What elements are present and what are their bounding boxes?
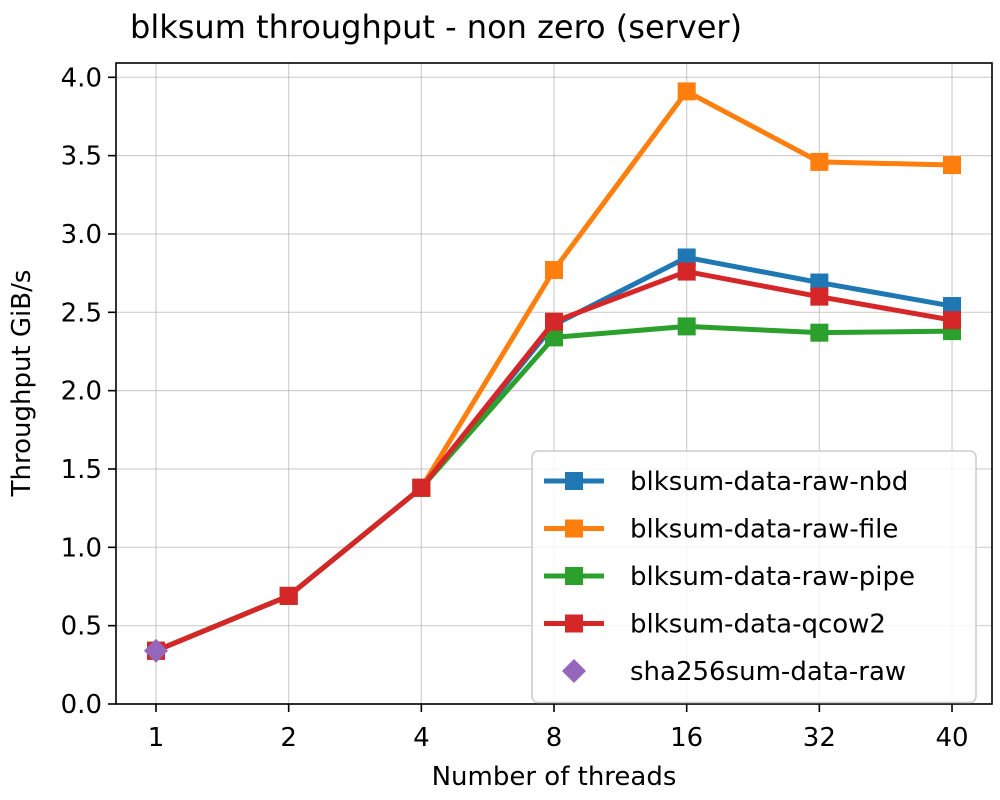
data-point: [412, 478, 431, 497]
y-tick-label: 3.5: [61, 142, 102, 172]
x-tick-label: 2: [280, 723, 297, 753]
legend-label: blksum-data-raw-file: [630, 515, 898, 545]
legend: blksum-data-raw-nbd blksum-data-raw-file b…: [531, 450, 977, 704]
x-tick-label: 40: [935, 723, 968, 753]
series-sha256sum-data-raw: [144, 638, 168, 663]
legend-marker: [565, 567, 583, 585]
legend-entry: blksum-data-raw-nbd: [544, 467, 908, 497]
legend-label: blksum-data-raw-nbd: [630, 467, 908, 497]
y-axis-ticks: 0.0 0.5 1.0 1.5 2.0 2.5 3.0 3.5 4.0: [61, 63, 116, 720]
data-point: [943, 311, 962, 330]
data-point: [677, 248, 696, 267]
legend-entry: blksum-data-qcow2: [544, 610, 886, 640]
legend-marker: [565, 519, 583, 538]
data-point: [810, 323, 829, 342]
x-axis-label: Number of threads: [432, 762, 677, 792]
data-point: [545, 261, 564, 280]
plot-frame: [115, 62, 993, 705]
data-point: [677, 317, 696, 336]
legend-marker: [565, 614, 583, 633]
legend-marker: [562, 659, 586, 683]
data-point: [810, 287, 829, 306]
x-tick-label: 8: [546, 723, 563, 753]
y-tick-label: 1.0: [61, 533, 102, 563]
y-axis-label: Throughput GiB/s: [7, 270, 37, 498]
data-point: [677, 262, 696, 281]
x-tick-label: 1: [148, 723, 165, 753]
data-point: [545, 312, 564, 331]
y-tick-label: 2.0: [61, 377, 102, 407]
legend-entry: blksum-data-raw-pipe: [544, 562, 915, 592]
data-point: [279, 586, 298, 605]
x-axis-ticks: 1 2 4 8 16 32 40: [148, 704, 969, 753]
series-layer: [144, 82, 962, 663]
data-point: [943, 156, 962, 175]
chart-title: blksum throughput - non zero (server): [130, 8, 742, 46]
y-tick-label: 0.5: [61, 612, 102, 642]
legend-entry: blksum-data-raw-file: [544, 515, 898, 545]
legend-label: blksum-data-qcow2: [630, 610, 886, 640]
legend-label: blksum-data-raw-pipe: [630, 562, 915, 592]
legend-entry: sha256sum-data-raw: [562, 657, 906, 687]
y-tick-label: 2.5: [61, 298, 102, 328]
y-tick-label: 3.0: [61, 220, 102, 250]
data-point: [144, 638, 168, 663]
y-tick-label: 4.0: [61, 63, 102, 93]
y-tick-label: 0.0: [61, 690, 102, 720]
data-point: [810, 152, 829, 171]
data-point: [677, 82, 696, 101]
x-tick-label: 16: [670, 723, 703, 753]
legend-label: sha256sum-data-raw: [630, 657, 906, 687]
y-tick-label: 1.5: [61, 455, 102, 485]
legend-marker: [565, 472, 583, 490]
x-tick-label: 4: [413, 723, 430, 753]
legend-box: [531, 450, 977, 704]
x-tick-label: 32: [803, 723, 836, 753]
data-point: [943, 297, 962, 316]
data-point: [810, 273, 829, 292]
data-point: [545, 328, 564, 347]
